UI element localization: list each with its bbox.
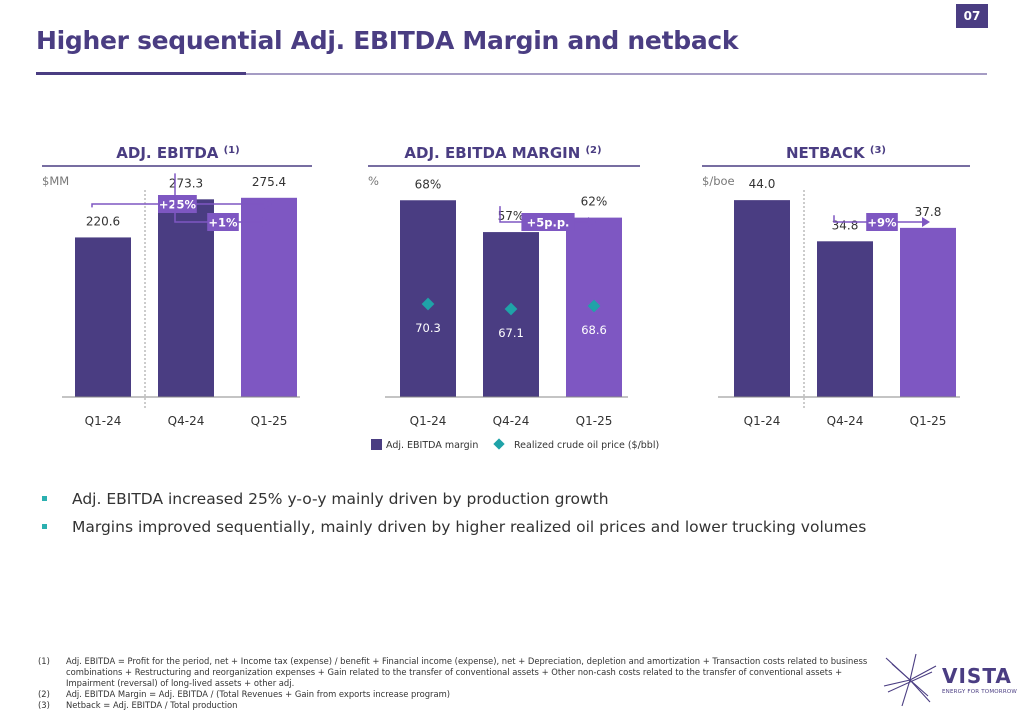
change-badge <box>207 213 239 231</box>
bar <box>817 241 873 397</box>
data-label: 62% <box>581 195 608 209</box>
legend-bar-label: Adj. EBITDA margin <box>386 440 478 451</box>
change-arrow-head <box>588 217 596 227</box>
bullet-item: Margins improved sequentially, mainly dr… <box>40 514 866 542</box>
tick-label: Q1-25 <box>251 414 288 428</box>
bar <box>734 200 790 397</box>
unit-label: $MM <box>42 174 69 188</box>
data-label: 44.0 <box>749 177 776 191</box>
data-label: 34.8 <box>832 218 859 232</box>
change-arrow-line <box>91 203 266 208</box>
charts-area: ADJ. EBITDA (1) $MM 220.6 Q1-24 273.3 Q4-24 27… <box>42 144 970 451</box>
data-label: 37.8 <box>915 205 942 219</box>
star-burst-icon <box>883 653 937 707</box>
footnote-text: Netback = Adj. EBITDA / Total production <box>66 700 238 710</box>
data-label: 275.4 <box>252 175 286 189</box>
data-label: 57% <box>498 209 525 223</box>
change-arrow-head <box>922 217 930 227</box>
logo-tagline: ENERGY FOR TOMORROW <box>942 689 1018 695</box>
tick-label: Q4-24 <box>493 414 530 428</box>
change-badge <box>521 213 575 231</box>
data-label: 273.3 <box>169 176 203 190</box>
bullet-list: Adj. EBITDA increased 25% y-o-y mainly d… <box>40 486 866 542</box>
chart-title: ADJ. EBITDA MARGIN (2) <box>404 144 601 162</box>
legend-marker-swatch <box>493 438 505 450</box>
chart-title-note: (3) <box>870 145 886 156</box>
change-arrow-head <box>264 199 272 209</box>
unit-label: % <box>368 174 379 188</box>
logo-wordmark: VISTA <box>942 664 1012 688</box>
page-number: 07 <box>956 4 988 28</box>
tick-label: Q4-24 <box>827 414 864 428</box>
chart-title-text: ADJ. EBITDA <box>116 144 223 162</box>
change-badge <box>866 213 898 231</box>
tick-label: Q1-24 <box>744 414 781 428</box>
footnote: (2) Adj. EBITDA Margin = Adj. EBITDA / (… <box>38 689 878 700</box>
tick-label: Q1-25 <box>576 414 613 428</box>
bullet-item: Adj. EBITDA increased 25% y-o-y mainly d… <box>40 486 866 514</box>
vista-logo: VISTA ENERGY FOR TOMORROW <box>880 652 1017 708</box>
change-arrow-head <box>262 217 270 227</box>
chart-title: NETBACK (3) <box>786 144 886 162</box>
footnote-number: (3) <box>38 700 50 710</box>
change-badge-text: +9% <box>867 216 897 230</box>
legend-marker-label: Realized crude oil price ($/bbl) <box>514 440 659 451</box>
footnote-number: (1) <box>38 656 50 666</box>
footnotes: (1) Adj. EBITDA = Profit for the period,… <box>38 656 878 711</box>
price-marker <box>421 297 435 311</box>
change-badge-text: +1% <box>208 216 238 230</box>
price-label: 70.3 <box>415 321 441 335</box>
chart-title-note: (2) <box>585 145 601 156</box>
bar <box>900 227 956 397</box>
footnote-text: Adj. EBITDA Margin = Adj. EBITDA / (Tota… <box>66 689 451 699</box>
tick-label: Q1-25 <box>910 414 947 428</box>
chart-title-note: (1) <box>224 145 240 156</box>
data-label: 68% <box>415 177 442 191</box>
change-badge-text: +5p.p. <box>527 216 570 230</box>
price-label: 68.6 <box>581 323 607 337</box>
title-underline-accent <box>36 72 246 75</box>
unit-label: $/boe <box>702 174 735 188</box>
chart-title: ADJ. EBITDA (1) <box>116 144 239 162</box>
bar <box>241 197 297 397</box>
page-title: Higher sequential Adj. EBITDA Margin and… <box>36 26 739 55</box>
change-badge <box>158 195 197 213</box>
footnote-text: Adj. EBITDA = Profit for the period, net… <box>66 656 868 688</box>
title-underline <box>36 73 987 75</box>
chart-title-text: ADJ. EBITDA MARGIN <box>404 144 585 162</box>
change-badge-text: +25% <box>159 198 197 212</box>
bar <box>75 237 131 397</box>
legend-bar-swatch <box>371 439 382 450</box>
footnote-number: (2) <box>38 689 50 699</box>
chart-title-text: NETBACK <box>786 144 870 162</box>
tick-label: Q1-24 <box>410 414 447 428</box>
data-label: 220.6 <box>86 214 120 228</box>
tick-label: Q1-24 <box>85 414 122 428</box>
price-label: 67.1 <box>498 326 524 340</box>
footnote: (3) Netback = Adj. EBITDA / Total produc… <box>38 700 878 711</box>
footnote: (1) Adj. EBITDA = Profit for the period,… <box>38 656 878 689</box>
tick-label: Q4-24 <box>168 414 205 428</box>
bar <box>158 199 214 397</box>
